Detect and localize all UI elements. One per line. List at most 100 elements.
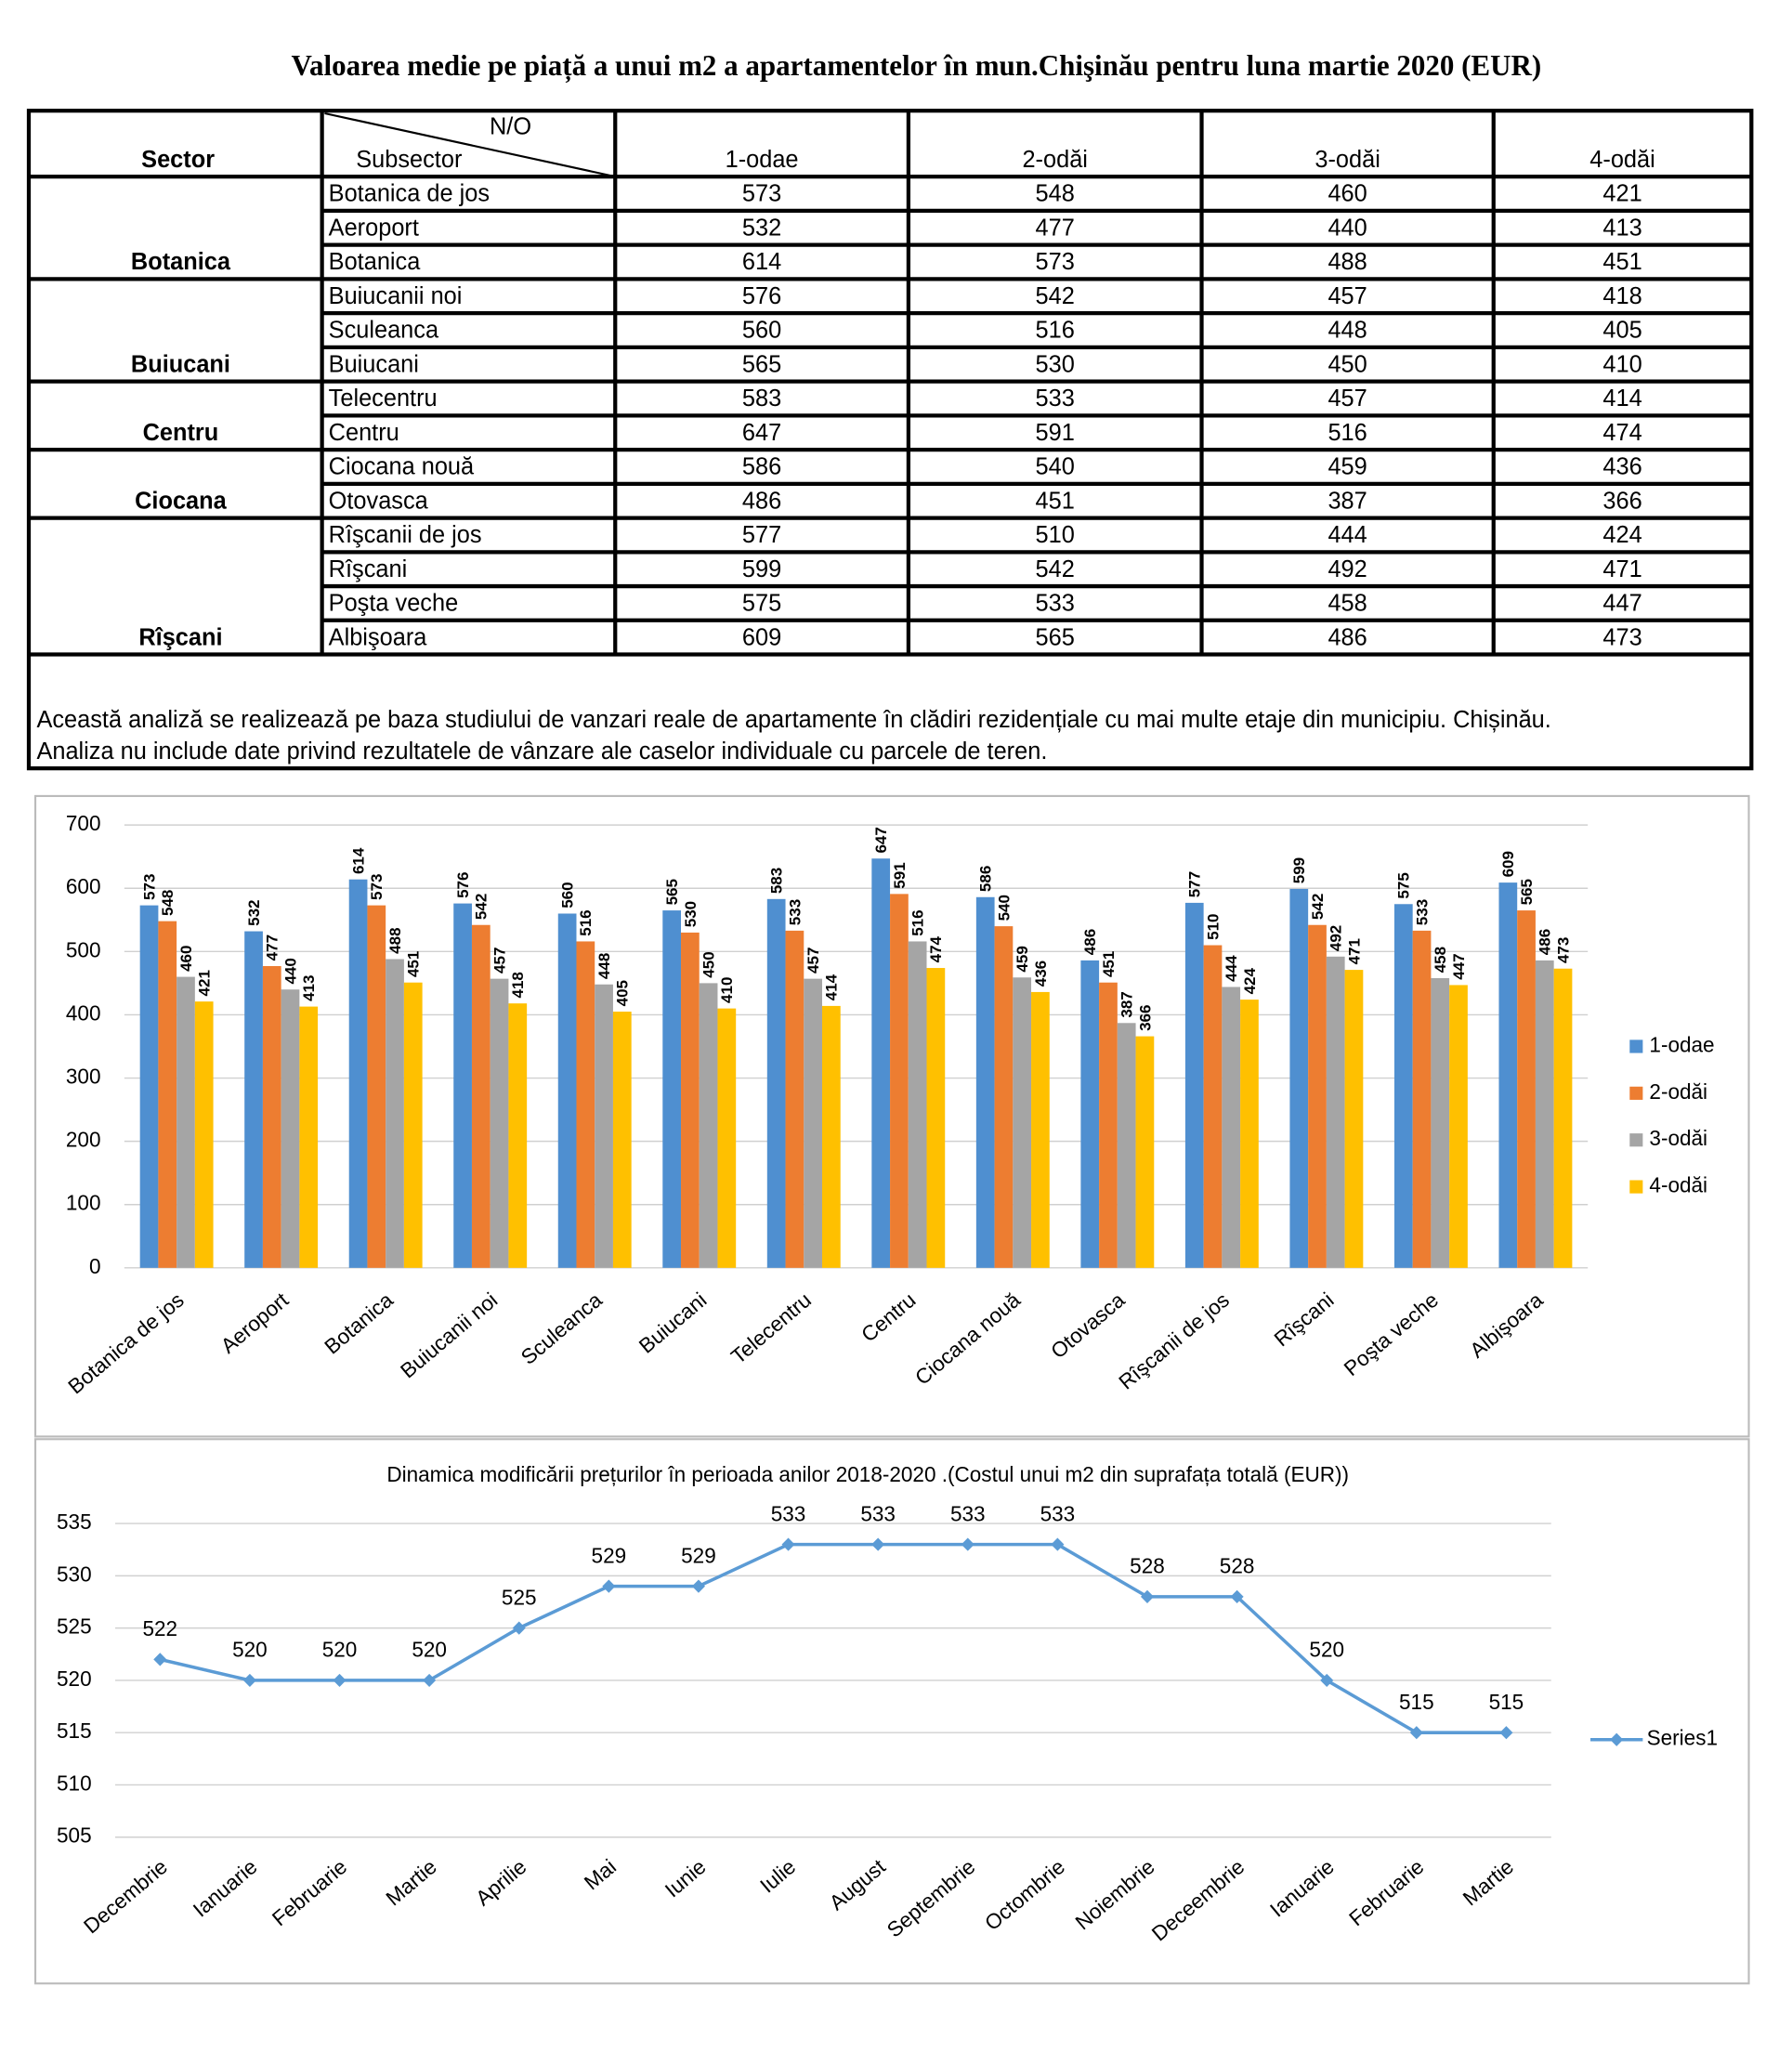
bar <box>1449 985 1468 1268</box>
value-cell: 647 <box>742 420 781 446</box>
bar <box>785 930 804 1268</box>
data-label: 460 <box>177 946 195 972</box>
value-cell: 577 <box>742 522 781 548</box>
marker <box>333 1673 347 1688</box>
y-tick-label: 525 <box>57 1615 92 1639</box>
value-cell: 414 <box>1602 386 1642 412</box>
header-column: 3-odăi <box>1315 147 1380 173</box>
x-tick-label: Noiembrie <box>1071 1855 1159 1935</box>
data-label: 599 <box>1290 857 1308 883</box>
value-cell: 530 <box>1036 351 1075 377</box>
data-label: 387 <box>1118 991 1136 1017</box>
data-label: 530 <box>682 901 700 927</box>
bar-chart-frame <box>33 794 1750 1438</box>
x-tick-label: Ciocana nouă <box>910 1287 1025 1389</box>
data-label: 609 <box>1499 851 1517 877</box>
bar <box>821 1005 841 1268</box>
marker <box>961 1537 974 1551</box>
legend-label: Series1 <box>1647 1727 1718 1750</box>
y-tick-label: 505 <box>57 1824 92 1848</box>
y-tick-label: 100 <box>66 1192 101 1215</box>
x-tick-label: Albişoara <box>1466 1287 1548 1362</box>
bar <box>926 968 946 1268</box>
x-tick-label: Deceembrie <box>1147 1855 1249 1946</box>
data-label: 410 <box>718 977 736 1003</box>
value-cell: 565 <box>742 351 781 377</box>
bar <box>1498 882 1518 1268</box>
value-cell: 471 <box>1602 556 1642 582</box>
data-label: 405 <box>614 980 632 1006</box>
x-tick-label: Ianuarie <box>189 1855 261 1922</box>
bar <box>177 976 195 1268</box>
sector-cell: Botanica <box>131 249 231 275</box>
legend-label: 3-odăi <box>1649 1127 1707 1150</box>
y-tick-label: 500 <box>66 938 101 961</box>
y-tick-label: 400 <box>66 1001 101 1025</box>
x-tick-label: Februarie <box>268 1855 351 1931</box>
x-tick-label: Aprilie <box>471 1855 530 1911</box>
data-label: 533 <box>950 1502 986 1525</box>
data-label: 520 <box>322 1639 358 1662</box>
sector-cell: Centru <box>143 420 219 446</box>
data-label: 575 <box>1395 872 1413 898</box>
value-cell: 459 <box>1328 454 1367 480</box>
bar <box>262 966 281 1268</box>
value-cell: 458 <box>1328 591 1367 617</box>
data-label: 515 <box>1399 1691 1434 1714</box>
data-label: 528 <box>1220 1555 1255 1578</box>
value-cell: 510 <box>1036 522 1075 548</box>
data-label: 451 <box>405 951 423 977</box>
marker <box>1409 1726 1423 1740</box>
legend-swatch <box>1629 1180 1643 1194</box>
value-cell: 516 <box>1328 420 1367 446</box>
value-cell: 366 <box>1602 488 1642 514</box>
bar <box>1117 1023 1136 1268</box>
value-cell: 486 <box>742 488 781 514</box>
data-label: 560 <box>559 882 577 908</box>
bar <box>1031 991 1050 1268</box>
data-label: 515 <box>1489 1691 1524 1714</box>
legend-label: 4-odăi <box>1649 1174 1707 1197</box>
bar <box>139 905 159 1268</box>
header-no: N/O <box>490 113 531 139</box>
x-tick-label: Rîşcanii de jos <box>1115 1288 1234 1394</box>
value-cell: 473 <box>1602 624 1642 650</box>
value-cell: 575 <box>742 591 781 617</box>
data-label: 451 <box>1100 951 1118 977</box>
value-cell: 451 <box>1602 249 1642 275</box>
data-label: 474 <box>927 935 945 962</box>
sector-cell: Buiucani <box>131 351 230 377</box>
data-label: 565 <box>1518 879 1536 905</box>
line-chart-frame <box>33 1438 1750 1985</box>
header-diagonal <box>324 111 616 178</box>
value-cell: 387 <box>1328 488 1367 514</box>
data-label: 565 <box>663 879 681 905</box>
bar <box>508 1003 528 1268</box>
value-cell: 418 <box>1602 283 1642 309</box>
value-cell: 474 <box>1602 420 1642 446</box>
y-tick-label: 515 <box>57 1719 92 1743</box>
subsector-cell: Buiucanii noi <box>329 283 463 309</box>
value-cell: 436 <box>1602 454 1642 480</box>
bar <box>1393 904 1413 1268</box>
x-tick-label: Martie <box>1458 1855 1518 1911</box>
x-tick-label: Botanica <box>320 1287 399 1358</box>
data-label: 577 <box>1186 871 1204 897</box>
bar <box>1308 924 1327 1268</box>
data-label: 492 <box>1328 925 1345 951</box>
value-cell: 560 <box>742 318 781 344</box>
legend-swatch <box>1629 1133 1643 1147</box>
y-tick-label: 520 <box>57 1667 92 1691</box>
marker <box>242 1673 256 1688</box>
data-label: 510 <box>1204 913 1222 939</box>
header-subsector: Subsector <box>356 147 463 173</box>
data-label: 533 <box>1413 899 1431 925</box>
x-tick-label: Aeroport <box>216 1287 294 1358</box>
x-tick-label: Buiucani <box>634 1288 711 1358</box>
bar <box>281 989 300 1268</box>
x-tick-label: Mai <box>580 1855 621 1895</box>
bar <box>890 894 909 1268</box>
value-cell: 542 <box>1036 283 1075 309</box>
data-label: 450 <box>700 951 718 977</box>
data-label: 583 <box>768 868 786 894</box>
